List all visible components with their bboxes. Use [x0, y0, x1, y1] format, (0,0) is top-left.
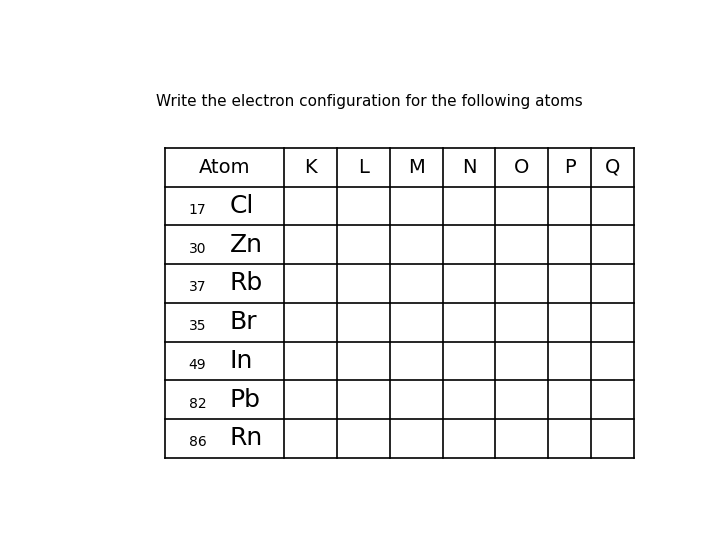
Text: In: In: [230, 349, 253, 373]
Text: Atom: Atom: [199, 158, 251, 177]
Text: P: P: [564, 158, 575, 177]
Text: Pb: Pb: [230, 388, 261, 411]
Text: 86: 86: [189, 435, 207, 449]
Text: Zn: Zn: [230, 233, 263, 256]
Text: M: M: [408, 158, 425, 177]
Text: Br: Br: [230, 310, 257, 334]
Text: Write the electron configuration for the following atoms: Write the electron configuration for the…: [156, 94, 582, 109]
Text: Rb: Rb: [230, 272, 263, 295]
Text: Q: Q: [605, 158, 621, 177]
Text: 17: 17: [189, 203, 206, 217]
Text: O: O: [514, 158, 529, 177]
Text: 82: 82: [189, 396, 206, 410]
Text: Cl: Cl: [230, 194, 254, 218]
Text: K: K: [305, 158, 317, 177]
Text: 49: 49: [189, 358, 206, 372]
Text: 37: 37: [189, 280, 206, 294]
Text: 35: 35: [189, 319, 206, 333]
Text: L: L: [358, 158, 369, 177]
Text: Rn: Rn: [230, 427, 263, 450]
Text: 30: 30: [189, 241, 206, 255]
Text: N: N: [462, 158, 476, 177]
